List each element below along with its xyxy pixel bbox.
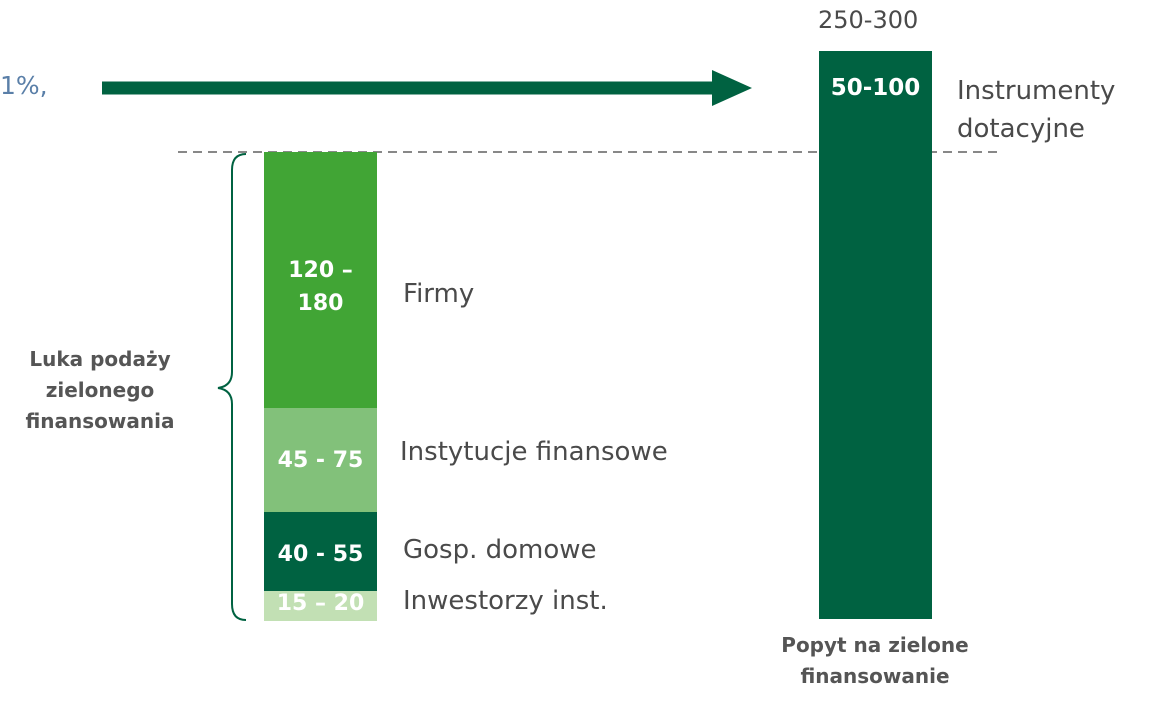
segment-inwestorzy-name: Inwestorzy inst. [403, 586, 608, 616]
segment-gosp-domowe-value: 40 - 55 [264, 538, 377, 571]
segment-firmy-value: 120 – 180 [272, 254, 369, 320]
arrow-head [712, 70, 752, 106]
demand-top-segment-name: Instrumenty dotacyjne [957, 72, 1147, 148]
demand-total-label: 250-300 [818, 6, 918, 34]
brace [218, 154, 246, 620]
segment-inwestorzy-value: 15 – 20 [264, 589, 377, 619]
header-fragment: 1%, [0, 71, 48, 100]
demand-bar [819, 51, 932, 619]
brace-label: Luka podaży zielonego finansowania [10, 344, 190, 437]
segment-gosp-domowe-name: Gosp. domowe [403, 535, 597, 565]
demand-top-segment-value: 50-100 [819, 72, 932, 105]
segment-instytucje-value: 45 - 75 [264, 444, 377, 477]
demand-category-label: Popyt na zielone finansowanie [780, 630, 970, 692]
segment-firmy-name: Firmy [403, 279, 474, 309]
segment-instytucje-name: Instytucje finansowe [400, 437, 668, 467]
